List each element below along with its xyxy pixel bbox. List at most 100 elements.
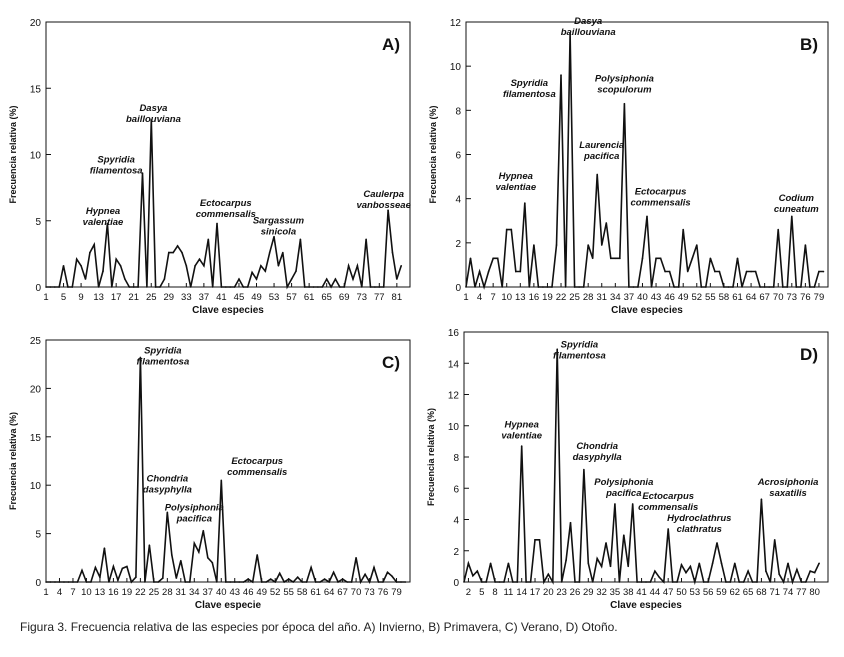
chart-b-data-point (478, 270, 481, 273)
chart-b-ytick-label: 4 (455, 195, 461, 206)
chart-d-data-point (756, 581, 758, 583)
chart-d-data-point (538, 539, 541, 541)
chart-d-xtick-label: 23 (556, 587, 567, 598)
chart-c-data-point (283, 581, 285, 583)
chart-a-data-point (268, 251, 271, 254)
chart-c-data-point (314, 581, 317, 583)
chart-d-xtick-label: 44 (650, 587, 661, 598)
chart-b-data-point (664, 270, 666, 273)
chart-c-ytick-label: 5 (35, 530, 41, 541)
chart-d-data-point (485, 581, 487, 583)
figure-caption: Figura 3. Frecuencia relativa de las esp… (20, 620, 618, 634)
chart-b-data-point (505, 228, 508, 231)
chart-b-xtick-label: 16 (529, 292, 540, 303)
chart-d-data-point (689, 565, 692, 568)
chart-b-data-point (691, 257, 694, 260)
chart-a-species-annotation: Ectocarpus commensalis (196, 198, 256, 220)
chart-a-data-point (242, 286, 245, 288)
chart-a-data-point (154, 286, 157, 288)
chart-a-xtick-label: 41 (216, 292, 227, 303)
chart-c-data-point (139, 356, 142, 359)
chart-c-data-point (310, 566, 312, 569)
chart-b-data-point (659, 257, 662, 260)
chart-a-xtick-label: 17 (111, 292, 122, 303)
chart-a-species-annotation: Sargassum sinicola (253, 215, 305, 237)
chart-d-x-axis-label: Clave especies (610, 600, 682, 611)
chart-a-ytick-label: 10 (30, 151, 42, 162)
chart-a-xtick-label: 61 (304, 292, 315, 303)
chart-d-xtick-label: 74 (783, 587, 794, 598)
chart-b-data-point (587, 244, 589, 246)
chart-c-data-point (103, 547, 106, 549)
chart-c-data-point (292, 581, 294, 583)
chart-a-data-point (102, 270, 104, 272)
chart-c-xtick-label: 4 (57, 587, 62, 598)
chart-c-panel-label: C) (382, 353, 400, 372)
chart-c-data-point (189, 581, 191, 583)
chart-b-data-point (483, 286, 485, 288)
chart-c-data-point (99, 576, 101, 578)
chart-b-data-point (668, 270, 671, 273)
chart-c-xtick-label: 40 (216, 587, 227, 598)
chart-a-xtick-label: 25 (146, 292, 157, 303)
chart-a-data-point (360, 286, 363, 288)
chart-c-data-point (319, 581, 321, 583)
chart-a-data-point (325, 278, 328, 280)
chart-d-series-line (463, 349, 820, 586)
chart-d-xtick-label: 35 (610, 587, 621, 598)
chart-b-data-point (818, 270, 820, 273)
chart-d-data-point (574, 581, 576, 583)
chart-d-data-point (627, 565, 630, 568)
chart-b-data-point (623, 102, 626, 105)
chart-b-xtick-label: 73 (787, 292, 798, 303)
chart-d-data-point (569, 521, 572, 524)
chart-a-xtick-label: 9 (78, 292, 83, 303)
chart-a-data-point (128, 286, 131, 288)
chart-c-xtick-label: 55 (283, 587, 294, 598)
chart-d-xtick-label: 50 (676, 587, 687, 598)
chart-b-data-point (781, 286, 784, 288)
chart-a-data-point (321, 286, 324, 288)
chart-c-xtick-label: 52 (270, 587, 281, 598)
chart-d-ytick-label: 8 (453, 453, 459, 464)
chart-d-data-point (813, 571, 816, 574)
chart-b-data-point (650, 286, 653, 288)
chart-b-xtick-label: 52 (691, 292, 702, 303)
chart-d-data-point (658, 576, 661, 579)
chart-d-data-point (649, 581, 652, 583)
chart-a-data-point (119, 265, 122, 267)
chart-b-xtick-label: 46 (664, 292, 675, 303)
chart-a-xtick-label: 21 (128, 292, 139, 303)
chart-panel-b: 0 2 4 6 8 10 12 1 4 7 10 13 16 19 22 25 28 31 34 37 40 43 46 49… (422, 0, 842, 324)
chart-c-ytick-label: 0 (35, 578, 41, 589)
chart-d-data-point (560, 581, 563, 583)
chart-b-data-point (718, 270, 721, 273)
chart-d-xtick-label: 17 (530, 587, 541, 598)
chart-c-data-point (265, 581, 267, 583)
chart-d-ytick-label: 4 (453, 516, 459, 527)
chart-b-data-point (492, 257, 494, 260)
chart-a-data-point (382, 286, 385, 288)
chart-a-data-point (255, 278, 258, 280)
chart-a-species-annotation: Hypnea valentiae (83, 206, 124, 228)
chart-a-data-point (251, 271, 253, 274)
chart-c-xtick-label: 10 (81, 587, 92, 598)
chart-a-data-point (198, 258, 201, 260)
chart-d-data-point (587, 562, 590, 565)
chart-b-data-point (682, 228, 684, 231)
chart-d-data-point (609, 565, 612, 568)
chart-a-data-point (273, 235, 275, 238)
chart-b-data-point (632, 286, 635, 288)
chart-b-data-point (551, 286, 553, 288)
chart-c-data-point (256, 554, 259, 556)
chart-b-data-point (596, 173, 599, 176)
chart-b-data-point (519, 270, 522, 273)
chart-d-y-axis-label: Frecuencia relativa (%) (426, 408, 436, 506)
chart-c-xtick-label: 61 (310, 587, 321, 598)
chart-a-data-point (330, 286, 332, 288)
chart-c-data-point (229, 581, 232, 583)
chart-d-data-point (680, 564, 683, 566)
chart-c-data-point (305, 581, 308, 583)
chart-d-data-point (631, 503, 634, 505)
chart-a-data-point (312, 286, 315, 288)
